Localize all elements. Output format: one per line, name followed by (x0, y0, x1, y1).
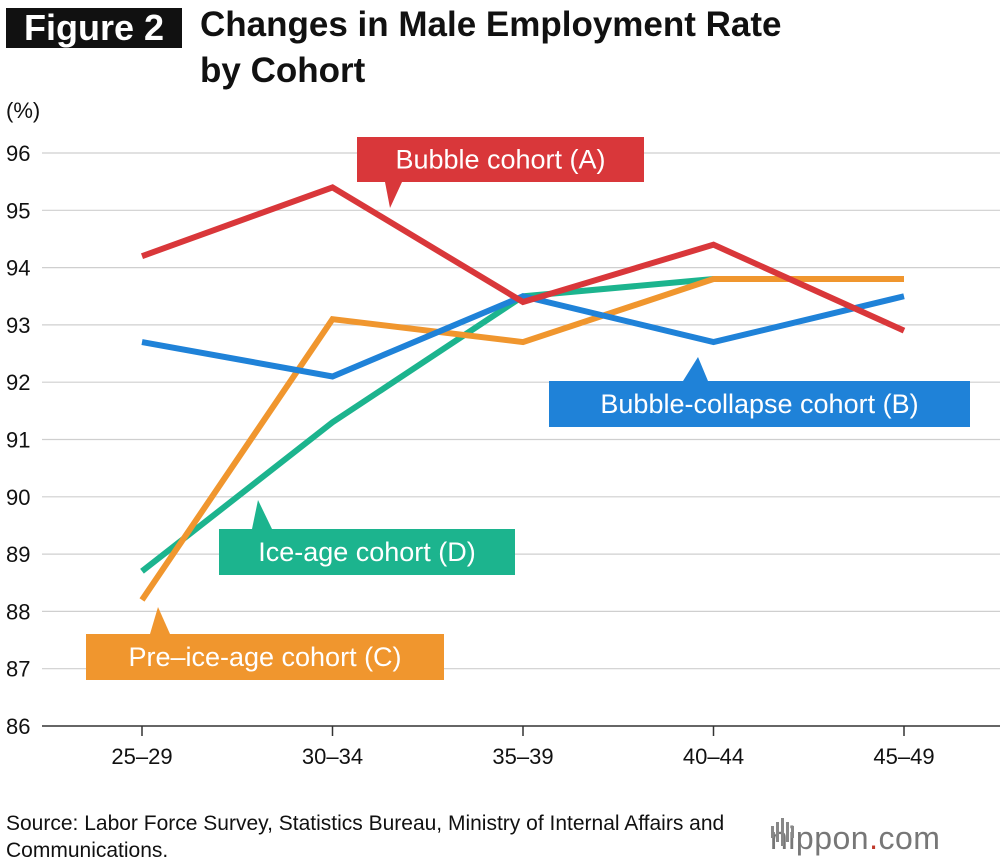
series-line-a (140, 184, 906, 334)
callout-pointer-a (385, 182, 402, 208)
x-tick-label: 45–49 (873, 744, 934, 769)
y-tick-label: 94 (6, 256, 30, 281)
y-tick-label: 91 (6, 428, 30, 453)
series-line-b (141, 293, 905, 380)
x-tick-label: 30–34 (302, 744, 363, 769)
callout-pointer-c (150, 607, 170, 634)
series-label-d: Ice-age cohort (D) (258, 537, 476, 567)
x-tick-label: 35–39 (492, 744, 553, 769)
y-tick-label: 86 (6, 714, 30, 739)
y-axis-unit-label: (%) (6, 98, 41, 123)
chart-title-line-1: Changes in Male Employment Rate (200, 5, 782, 44)
x-tick-label: 25–29 (111, 744, 172, 769)
y-tick-label: 90 (6, 485, 30, 510)
callout-box-b (549, 381, 970, 427)
callout-pointer-b (683, 357, 708, 381)
logo-text: nippon.com (770, 819, 941, 856)
figure-label: Figure 2 (6, 8, 182, 48)
callout-box-d (219, 529, 515, 575)
y-tick-label: 95 (6, 198, 30, 223)
chart-title: Changes in Male Employment Rate by Cohor… (200, 2, 960, 94)
series-label-a: Bubble cohort (A) (395, 145, 605, 175)
y-tick-label: 96 (6, 141, 30, 166)
y-tick-label: 92 (6, 370, 30, 395)
series-label-b: Bubble-collapse cohort (B) (600, 389, 918, 419)
line-chart: 86 87 88 89 90 91 92 93 94 95 96 25–29 30–34 35–39 40–… (6, 137, 1000, 769)
logo-bars-icon (771, 818, 794, 846)
y-tick-label: 89 (6, 542, 30, 567)
series-label-c: Pre–ice-age cohort (C) (128, 642, 401, 672)
callout-pointer-d (252, 500, 272, 529)
y-tick-label: 88 (6, 599, 30, 624)
callout-box-a (357, 137, 644, 182)
chart-title-line-2: by Cohort (200, 51, 366, 90)
callout-box-c (86, 634, 444, 680)
source-note: Source: Labor Force Survey, Statistics B… (6, 812, 725, 862)
y-tick-label: 87 (6, 657, 30, 682)
y-tick-label: 93 (6, 313, 30, 338)
x-tick-label: 40–44 (683, 744, 744, 769)
nippon-logo: nippon.com (770, 816, 994, 860)
